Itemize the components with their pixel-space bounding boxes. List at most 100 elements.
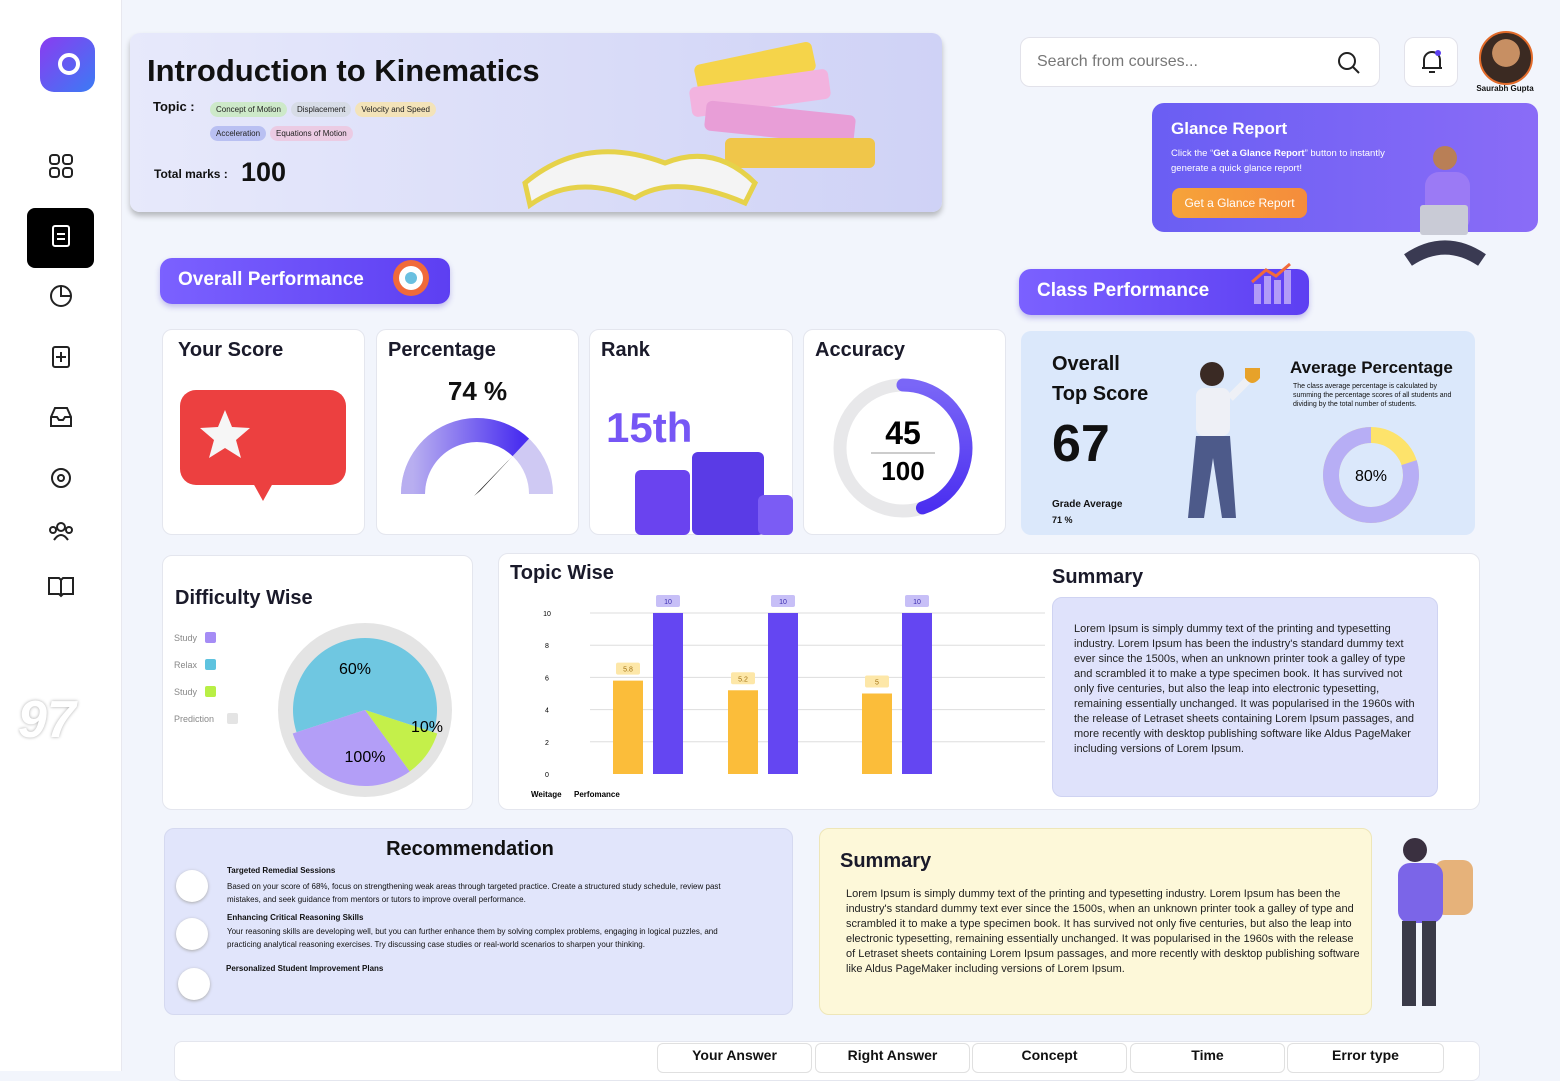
topic-tag: Equations of Motion (270, 126, 353, 141)
glance-title: Glance Report (1171, 119, 1288, 138)
topic-tag: Concept of Motion (210, 102, 287, 117)
icon-file (56, 352, 66, 362)
column-header[interactable]: Your Answer (657, 1043, 812, 1073)
backpack-person (1398, 838, 1473, 1006)
icon-settings (57, 474, 65, 482)
text: Overall (1052, 353, 1120, 375)
topic-label: Topic : (153, 99, 195, 114)
search-icon[interactable] (1336, 50, 1362, 76)
book (694, 41, 816, 95)
column-header[interactable]: Right Answer (815, 1043, 970, 1073)
icon-inbox[interactable] (50, 407, 72, 427)
icon-file[interactable] (52, 346, 70, 368)
summary-title: Summary (1052, 566, 1144, 588)
glance-button[interactable]: Get a Glance Report (1172, 188, 1307, 218)
books-illustration (522, 41, 875, 210)
logo-mark (58, 53, 80, 75)
icon-bar (1274, 280, 1281, 304)
search-box[interactable] (1020, 37, 1380, 87)
icon-team[interactable] (56, 522, 66, 532)
rec-icon (178, 968, 210, 1000)
icon-clipboard[interactable] (52, 225, 70, 247)
text: ” button to instantly generate a quick g… (1171, 148, 1385, 174)
star (200, 410, 250, 458)
topic-tags: Concept of Motion Displacement Velocity an… (210, 99, 500, 147)
icon-grid (62, 167, 73, 178)
card-title: Percentage (388, 339, 496, 361)
icon-grid (62, 154, 73, 165)
icon-bar (1284, 270, 1291, 304)
text: Click the “ (1171, 148, 1214, 159)
column-header[interactable]: Concept (972, 1043, 1127, 1073)
score-illustration (180, 390, 346, 501)
text-bold: Get a Glance Report (1213, 148, 1305, 159)
icon-team (53, 534, 69, 541)
text: Top Score (1052, 383, 1149, 405)
card-title: Difficulty Wise (175, 587, 313, 609)
rec-item-title: Enhancing Critical Reasoning Skills (227, 913, 364, 922)
open-book (522, 149, 759, 210)
rec-item-title: Personalized Student Improvement Plans (226, 964, 384, 973)
summary-text: Lorem Ipsum is simply dummy text of the … (846, 888, 1360, 975)
search-glass (1338, 52, 1356, 70)
total-marks: 100 (241, 157, 287, 187)
watermark: 97 (18, 691, 76, 749)
top-score: 67 (1052, 415, 1110, 473)
book (704, 100, 856, 146)
icon-grid (49, 167, 60, 178)
body (1398, 863, 1443, 923)
bell (1422, 51, 1442, 73)
summary-text: Lorem Ipsum is simply dummy text of the … (1074, 623, 1415, 755)
bubble (180, 390, 346, 485)
head (1433, 146, 1457, 170)
nav-icons (48, 154, 74, 598)
total-marks-label: Total marks : (154, 167, 228, 181)
card-title: Your Score (178, 339, 284, 361)
recommendation-title: Recommendation (386, 838, 554, 860)
book (725, 138, 875, 168)
arm (1227, 375, 1253, 401)
rec-icon (176, 918, 208, 950)
person-illustration (1404, 146, 1486, 266)
glance-description: Click the “Get a Glance Report” button t… (1171, 146, 1391, 176)
backpack (1435, 860, 1473, 915)
rec-item-text: Your reasoning skills are developing wel… (227, 927, 718, 949)
card-title: Accuracy (815, 339, 906, 361)
head (1200, 362, 1224, 386)
card-title: Topic Wise (510, 562, 614, 584)
bell-dot (1435, 50, 1441, 56)
target-icon (393, 260, 429, 296)
bubble-tail (253, 483, 273, 501)
podium-illustration (635, 452, 793, 535)
icon-bar (1254, 284, 1261, 304)
podium (758, 495, 793, 535)
leg (1422, 921, 1436, 1006)
notification-button[interactable] (1404, 37, 1458, 87)
rank-value: 15th (606, 404, 693, 451)
head (1403, 838, 1427, 862)
podium (635, 470, 690, 535)
column-header[interactable]: Error type (1287, 1043, 1444, 1073)
trophy-person (1188, 362, 1260, 518)
avatar[interactable] (1479, 31, 1533, 85)
summary-box (1052, 597, 1438, 797)
summary-title: Summary (840, 850, 932, 872)
topic-tag: Acceleration (210, 126, 267, 141)
column-header[interactable]: Time (1130, 1043, 1285, 1073)
percentage-label: 74 % (447, 376, 508, 406)
summary-card (819, 828, 1372, 1015)
pants (1188, 436, 1236, 518)
icon-book[interactable] (48, 577, 74, 598)
icon-settings[interactable] (51, 468, 71, 488)
icon-trend (1251, 262, 1291, 284)
podium (692, 452, 764, 535)
icon-team (49, 526, 57, 534)
grade-average-label: Grade Average (1052, 499, 1123, 510)
nav-icons-group (48, 154, 74, 598)
icon-grid[interactable] (49, 154, 60, 165)
icon-chart (60, 286, 71, 297)
ring (405, 272, 417, 284)
search-placeholder: Search from courses... (1037, 53, 1198, 70)
